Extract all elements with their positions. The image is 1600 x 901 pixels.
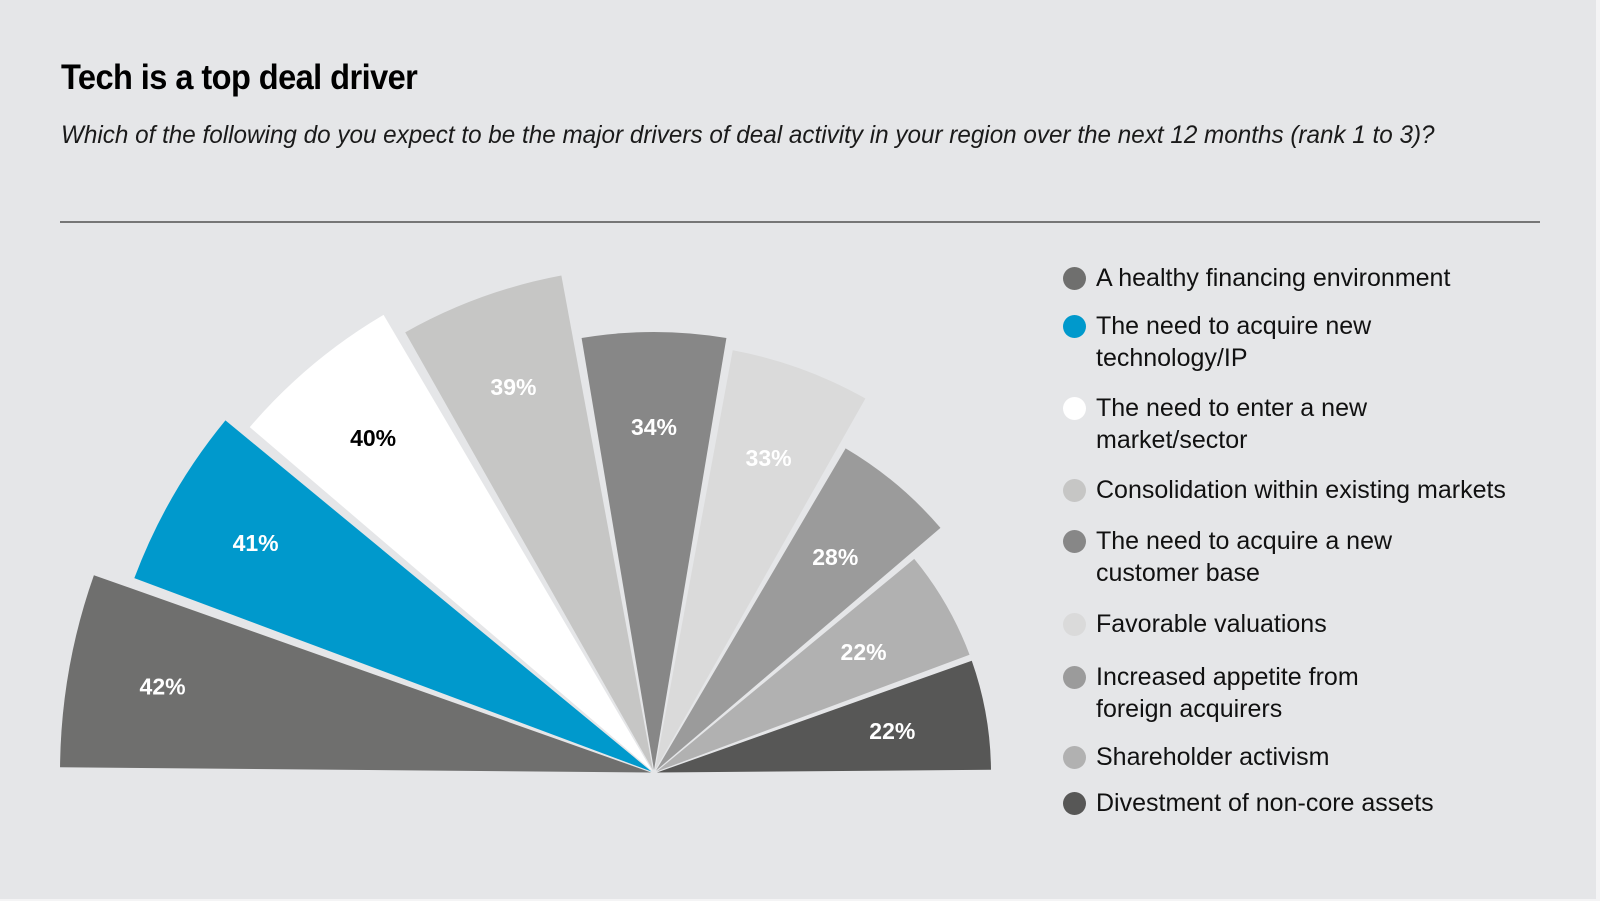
legend-label: Increased appetite from foreign acquirer…: [1096, 663, 1359, 723]
rose-chart: 42% 41% 40% 39% 34% 33% 28% 22% 22%: [0, 275, 1020, 783]
legend-dot-icon: [1063, 613, 1086, 636]
chart-subtitle: Which of the following do you expect to …: [61, 121, 1435, 149]
legend-label: The need to acquire a new customer base: [1096, 527, 1393, 587]
legend-label: A healthy financing environment: [1096, 264, 1451, 292]
chart-slice: [655, 350, 866, 771]
legend-dot-icon: [1063, 666, 1086, 689]
legend-label: Shareholder activism: [1096, 743, 1330, 771]
legend-item: Shareholder activism: [1063, 741, 1583, 773]
chart-slice: [405, 275, 653, 771]
legend-item: Divestment of non-core assets: [1063, 787, 1583, 819]
chart-slice: [134, 420, 652, 772]
legend-label: Favorable valuations: [1096, 610, 1327, 638]
legend-item: Favorable valuations: [1063, 608, 1583, 640]
divider: [60, 221, 1540, 223]
legend-dot-icon: [1063, 792, 1086, 815]
chart-slice: [656, 558, 970, 772]
legend-dot-icon: [1063, 315, 1086, 338]
legend-item: The need to acquire new technology/IP: [1063, 310, 1583, 374]
chart-slice: [581, 332, 727, 770]
legend-label: The need to enter a new market/sector: [1096, 394, 1368, 454]
chart-slice: [249, 314, 653, 771]
legend-item: The need to enter a new market/sector: [1063, 392, 1583, 456]
chart-baseline: [0, 773, 1020, 783]
data-label: 40%: [350, 425, 396, 451]
legend-item: A healthy financing environment: [1063, 262, 1583, 294]
data-label: 41%: [233, 530, 279, 556]
legend-label: The need to acquire new technology/IP: [1096, 312, 1372, 372]
data-label: 34%: [631, 414, 677, 440]
legend-label: Consolidation within existing markets: [1096, 476, 1506, 504]
data-label: 39%: [490, 374, 536, 400]
legend-item: Consolidation within existing markets: [1063, 474, 1583, 506]
data-label: 28%: [812, 544, 858, 570]
legend-item: Increased appetite from foreign acquirer…: [1063, 661, 1583, 725]
data-label: 22%: [869, 718, 915, 744]
data-label: 22%: [841, 639, 887, 665]
legend-dot-icon: [1063, 397, 1086, 420]
chart-title: Tech is a top deal driver: [61, 58, 418, 97]
legend-item: The need to acquire a new customer base: [1063, 525, 1583, 589]
legend-dot-icon: [1063, 530, 1086, 553]
legend-label: Divestment of non-core assets: [1096, 789, 1434, 817]
chart-slice: [656, 660, 991, 773]
chart-slice: [655, 448, 941, 771]
chart-slice: [60, 575, 652, 773]
legend-dot-icon: [1063, 479, 1086, 502]
legend-dot-icon: [1063, 267, 1086, 290]
legend-dot-icon: [1063, 746, 1086, 769]
data-label: 33%: [746, 445, 792, 471]
data-label: 42%: [140, 673, 186, 699]
